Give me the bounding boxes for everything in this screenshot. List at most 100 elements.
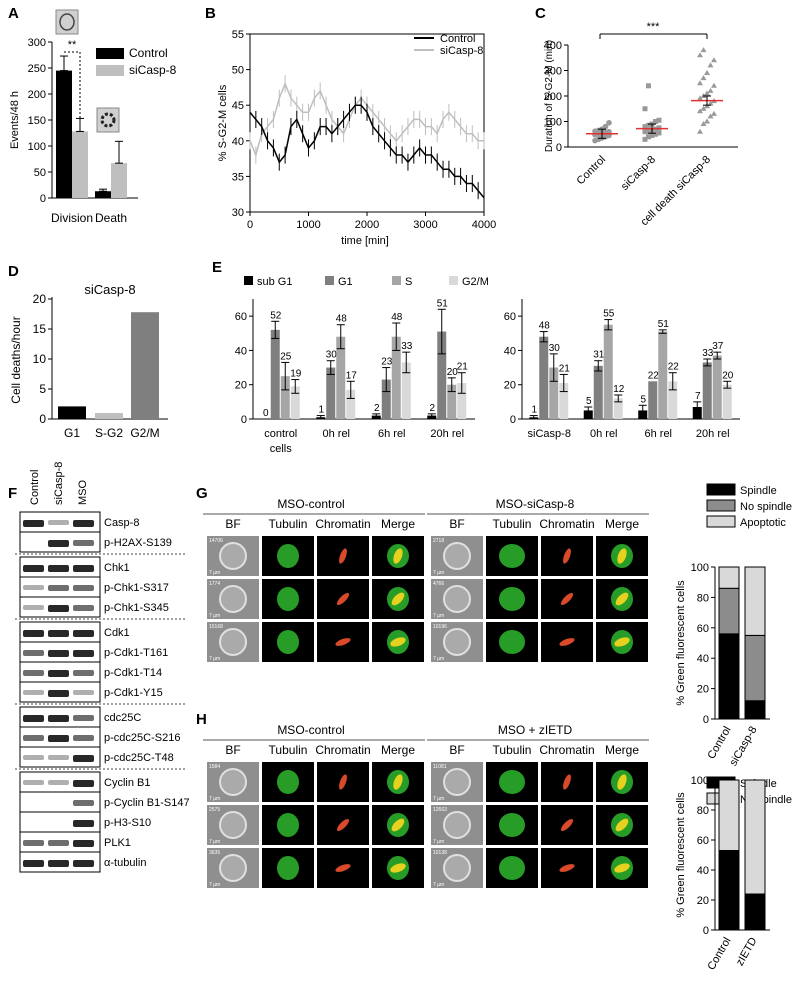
e-right-y-tick-label: 20 (504, 380, 516, 392)
g-bf-cell (443, 542, 471, 570)
e-left-bar (391, 336, 401, 419)
e-right-data-label: 33 (702, 348, 714, 359)
f-band (23, 670, 44, 676)
b-x-tick-label: 2000 (355, 219, 379, 231)
h-scale-bar: 7 µm (209, 882, 220, 888)
g-chromatin-signal (560, 592, 574, 606)
e-right-bar (722, 384, 732, 419)
e-left-data-label: 25 (280, 351, 292, 362)
e-left-bar (437, 331, 447, 419)
e-right-data-label: 48 (539, 321, 551, 332)
g-column-header: BF (449, 517, 464, 531)
f-row-label: Chk1 (104, 562, 130, 574)
c-y-label: Duration of S-G2-M (min) (544, 40, 555, 152)
e-left-data-label: 23 (381, 357, 393, 368)
d-y-tick-label: 15 (33, 322, 47, 336)
g-scale-bar: 7 µm (209, 656, 220, 662)
a-y-tick-label: 100 (28, 141, 46, 153)
b-y-tick-label: 30 (232, 207, 244, 219)
h-chromatin-signal (563, 774, 571, 790)
e-left-data-label: 1 (318, 405, 324, 416)
c-y-tick-label: 200 (544, 91, 562, 103)
c-data-point (697, 80, 703, 86)
g-tubulin-signal (499, 587, 525, 611)
g-scale-bar: 7 µm (433, 570, 444, 576)
e-legend-swatch (449, 276, 458, 285)
h-chromatin-signal (335, 864, 351, 872)
h-chromatin-signal (559, 864, 575, 872)
a-x-tick-label: Division (51, 211, 93, 225)
h-bf-cell (443, 854, 471, 882)
c-x-tick-label: Control (575, 154, 609, 188)
h-image-id: 12663 (433, 807, 447, 813)
g-legend-swatch (706, 515, 736, 528)
g-tubulin-signal (277, 587, 299, 611)
h-image-id: 11081 (433, 764, 447, 770)
c-data-point (602, 123, 609, 130)
g-bar-segment (744, 634, 766, 702)
c-data-point (697, 52, 703, 58)
c-data-point (697, 95, 703, 101)
panel-letter-e: E (212, 259, 222, 276)
g-column-header: Merge (605, 517, 639, 531)
e-legend-swatch (325, 276, 334, 285)
d-y-tick-label: 0 (39, 412, 46, 426)
f-band (48, 735, 69, 742)
f-band (73, 690, 94, 695)
a-death-cell-icon (96, 107, 120, 133)
g-y-tick-label: 0 (703, 714, 709, 726)
b-plot-frame (249, 33, 485, 213)
g-image-id: 2718 (433, 538, 444, 544)
g-legend-label: No spindle (740, 501, 792, 513)
h-column-header: BF (449, 743, 464, 757)
b-x-tick-label: 1000 (296, 219, 320, 231)
c-data-point (656, 130, 662, 136)
a-y-tick-label: 250 (28, 63, 46, 75)
f-band (73, 840, 94, 847)
f-band (23, 840, 44, 846)
b-series-line (249, 104, 485, 199)
g-y-tick-label: 20 (697, 684, 709, 696)
g-image-id: 4766 (433, 581, 444, 587)
e-right-data-label: 37 (712, 341, 724, 352)
h-y-tick-label: 80 (697, 805, 709, 817)
b-y-tick-label: 40 (232, 136, 244, 148)
h-bf-cell (443, 811, 471, 839)
c-data-point (700, 105, 707, 111)
h-column-header: Merge (605, 743, 639, 757)
c-data-point (700, 121, 707, 127)
c-data-point (707, 87, 714, 93)
h-column-header: Chromatin (315, 743, 370, 757)
e-right-data-label: 22 (648, 370, 660, 381)
e-left-data-label: 48 (336, 314, 348, 325)
c-significance: *** (647, 21, 661, 33)
e-right-data-label: 5 (640, 394, 646, 405)
g-merge-yellow (390, 637, 406, 647)
g-image-block-title: MSO-siCasp-8 (496, 497, 575, 511)
h-merge-yellow (617, 774, 627, 790)
d-y-tick-label: 10 (33, 352, 47, 366)
f-row-label: p-Cdk1-Y15 (104, 687, 163, 699)
h-bar-segment (718, 779, 740, 851)
c-data-point (646, 128, 651, 134)
b-x-label: time [min] (341, 235, 389, 247)
g-bar-segment (744, 700, 766, 720)
h-image-id: 3635 (209, 850, 220, 856)
g-bf-cell (219, 542, 247, 570)
f-band (23, 780, 44, 785)
g-merge-yellow (614, 637, 630, 647)
e-right-bar (593, 365, 603, 419)
c-data-point (711, 110, 717, 116)
b-y-tick-label: 50 (232, 65, 244, 77)
e-legend-label: G2/M (462, 276, 489, 288)
g-tubulin-signal (499, 544, 525, 568)
g-y-tick-label: 80 (697, 592, 709, 604)
e-left-data-label: 20 (447, 367, 459, 378)
e-left-x-tick-label: 6h rel (378, 428, 406, 440)
c-data-point (642, 129, 648, 135)
e-right-data-label: 31 (593, 350, 605, 361)
h-merge-yellow (393, 774, 403, 790)
h-scale-bar: 7 µm (209, 796, 220, 802)
f-band (48, 540, 69, 547)
f-row-label: p-H2AX-S139 (104, 537, 172, 549)
